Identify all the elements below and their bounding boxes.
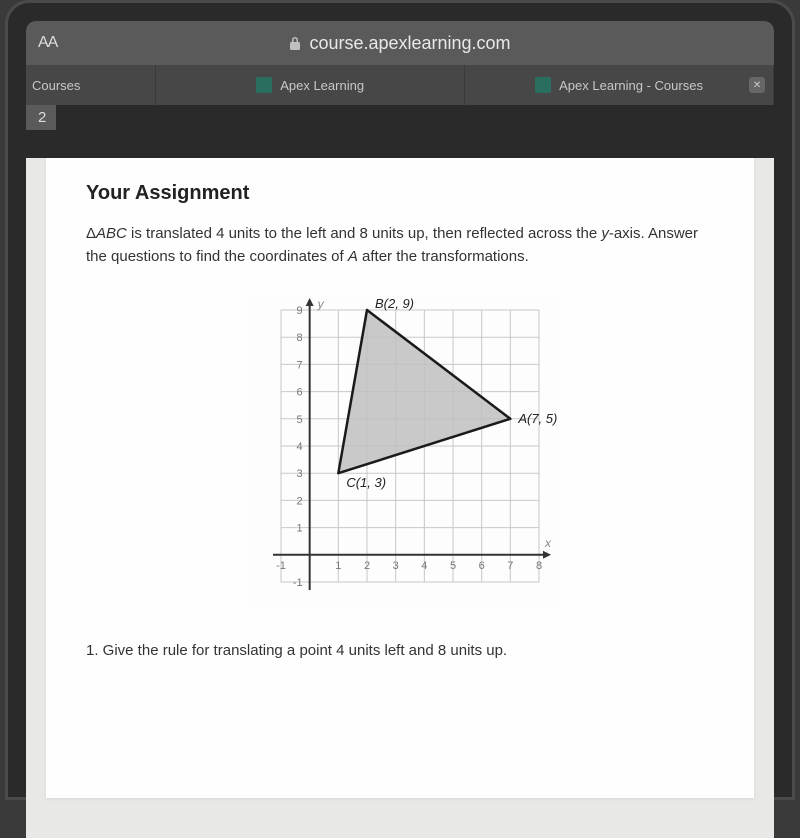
svg-text:5: 5 [297,414,303,426]
svg-text:7: 7 [507,560,513,572]
svg-text:y: y [317,297,325,311]
svg-text:6: 6 [479,560,485,572]
svg-text:8: 8 [536,560,542,572]
tab-apex-learning[interactable]: Apex Learning [156,65,465,105]
browser-tab-bar: Courses Apex Learning Apex Learning - Co… [26,65,774,105]
svg-text:A(7, 5): A(7, 5) [517,411,557,426]
svg-text:9: 9 [297,305,303,317]
svg-text:8: 8 [297,332,303,344]
tab-courses[interactable]: Courses [26,65,156,105]
svg-text:4: 4 [421,560,427,572]
favicon-icon [535,77,551,93]
svg-text:5: 5 [450,560,456,572]
svg-text:6: 6 [297,387,303,399]
reader-font-size-button[interactable]: AA [38,34,98,52]
url-text: course.apexlearning.com [309,33,510,54]
svg-text:x: x [544,536,552,550]
tab-label: Apex Learning [280,78,364,93]
assignment-heading: Your Assignment [86,182,722,205]
svg-text:-1: -1 [293,577,303,589]
svg-text:3: 3 [297,468,303,480]
tab-label: Courses [32,78,80,93]
tab-apex-learning-courses[interactable]: Apex Learning - Courses ✕ [465,65,774,105]
svg-text:C(1, 3): C(1, 3) [346,475,386,490]
svg-text:3: 3 [393,560,399,572]
page-indicator: 2 [26,105,56,130]
question-1: 1. Give the rule for translating a point… [86,642,722,659]
svg-text:1: 1 [297,523,303,535]
close-icon[interactable]: ✕ [749,77,765,93]
favicon-icon [256,77,272,93]
svg-text:1: 1 [335,560,341,572]
tab-label: Apex Learning - Courses [559,78,703,93]
assignment-panel: Your Assignment ΔABC is translated 4 uni… [46,158,754,798]
svg-text:4: 4 [297,441,303,453]
graph-container: -1 1 2 3 4 5 6 7 8 -1 1 2 3 4 5 6 7 8 9 x y A(7, 5) B(2, 9) C(1… [86,296,722,606]
lock-icon [289,36,301,50]
svg-text:7: 7 [297,359,303,371]
page-content: Your Assignment ΔABC is translated 4 uni… [26,158,774,838]
svg-text:B(2, 9): B(2, 9) [375,296,414,311]
svg-text:2: 2 [297,495,303,507]
browser-address-bar: AA course.apexlearning.com [26,21,774,65]
device-frame: AA course.apexlearning.com Courses Apex … [5,0,795,800]
svg-text:-1: -1 [276,560,286,572]
url-display[interactable]: course.apexlearning.com [98,33,702,54]
problem-statement: ΔABC is translated 4 units to the left a… [86,223,722,268]
coordinate-graph: -1 1 2 3 4 5 6 7 8 -1 1 2 3 4 5 6 7 8 9 x y A(7, 5) B(2, 9) C(1… [249,296,559,606]
svg-text:2: 2 [364,560,370,572]
